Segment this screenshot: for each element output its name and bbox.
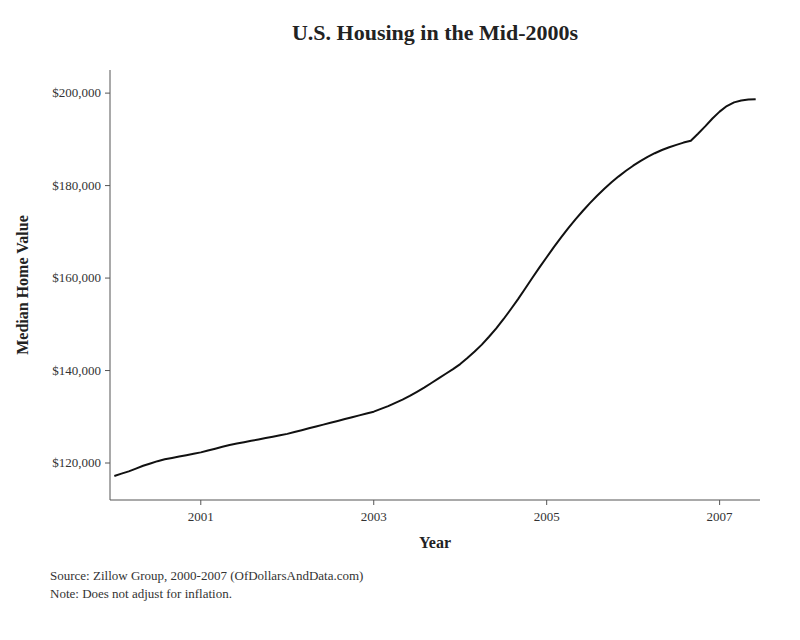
- y-tick: [105, 278, 110, 279]
- x-tick: [546, 500, 547, 505]
- x-tick: [719, 500, 720, 505]
- title: U.S. Housing in the Mid-2000s: [292, 20, 578, 45]
- line: [114, 99, 755, 476]
- y-tick-label: $140,000: [52, 363, 101, 378]
- y-tick: [105, 93, 110, 94]
- x-tick: [373, 500, 374, 505]
- x-tick-label: 2001: [188, 509, 214, 524]
- y-tick: [105, 370, 110, 371]
- x-tick-label: 2007: [707, 509, 734, 524]
- chart: U.S. Housing in the Mid-2000s $120,000 $14…: [0, 0, 800, 640]
- x-axis-label: Year: [419, 534, 451, 551]
- y-tick-label: $180,000: [52, 178, 101, 193]
- y-axis-label: Median Home Value: [14, 215, 31, 355]
- y-tick: [105, 463, 110, 464]
- plot-area: [114, 99, 755, 476]
- y-tick-label: $120,000: [52, 455, 101, 470]
- x-axis-line: [110, 500, 760, 501]
- background: [0, 0, 800, 640]
- y-tick: [105, 185, 110, 186]
- x-tick-label: 2005: [534, 509, 560, 524]
- y-tick-label: $160,000: [52, 270, 101, 285]
- y-tick-label: $200,000: [52, 85, 101, 100]
- source-note: Source: Zillow Group, 2000-2007 (OfDolla…: [50, 568, 363, 601]
- x-tick: [200, 500, 201, 505]
- y-axis-line: [110, 70, 111, 500]
- x-tick-label: 2003: [361, 509, 387, 524]
